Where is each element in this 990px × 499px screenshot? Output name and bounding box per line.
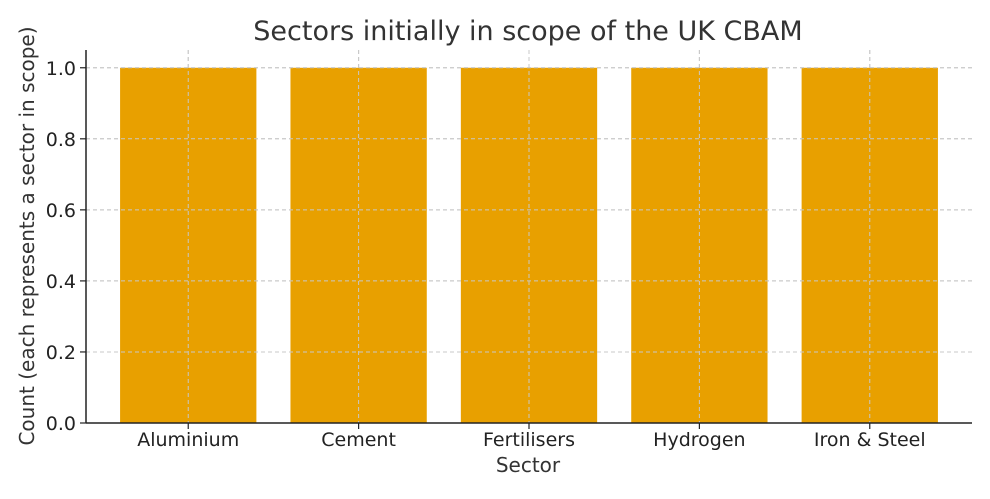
y-tick-label: 0.2 xyxy=(46,342,76,364)
bar-fertilisers xyxy=(460,67,598,423)
y-tick-label: 0.6 xyxy=(46,200,76,222)
y-tick-label: 0.0 xyxy=(46,413,76,435)
bar-hydrogen xyxy=(631,67,768,423)
bar-cement xyxy=(290,67,427,423)
y-ticks: 0.0 0.2 0.4 0.6 0.8 1.0 xyxy=(46,58,86,435)
y-axis-label: Count (each represents a sector in scope… xyxy=(15,26,39,445)
x-tick-label: Hydrogen xyxy=(653,429,745,451)
y-tick-label: 0.4 xyxy=(46,271,76,293)
x-tick-label: Iron & Steel xyxy=(814,429,926,451)
bars xyxy=(86,50,972,424)
bar-aluminium xyxy=(120,67,257,423)
x-ticks: Aluminium Cement Fertilisers Hydrogen Iron &… xyxy=(137,423,926,451)
y-tick-label: 0.8 xyxy=(46,129,76,151)
x-tick-label: Fertilisers xyxy=(483,429,575,451)
x-tick-label: Cement xyxy=(321,429,396,451)
x-axis-label: Sector xyxy=(496,453,561,477)
x-tick-label: Aluminium xyxy=(137,429,239,451)
chart-title: Sectors initially in scope of the UK CBA… xyxy=(253,16,802,47)
y-tick-label: 1.0 xyxy=(46,58,76,80)
bar-iron-steel xyxy=(801,67,938,423)
